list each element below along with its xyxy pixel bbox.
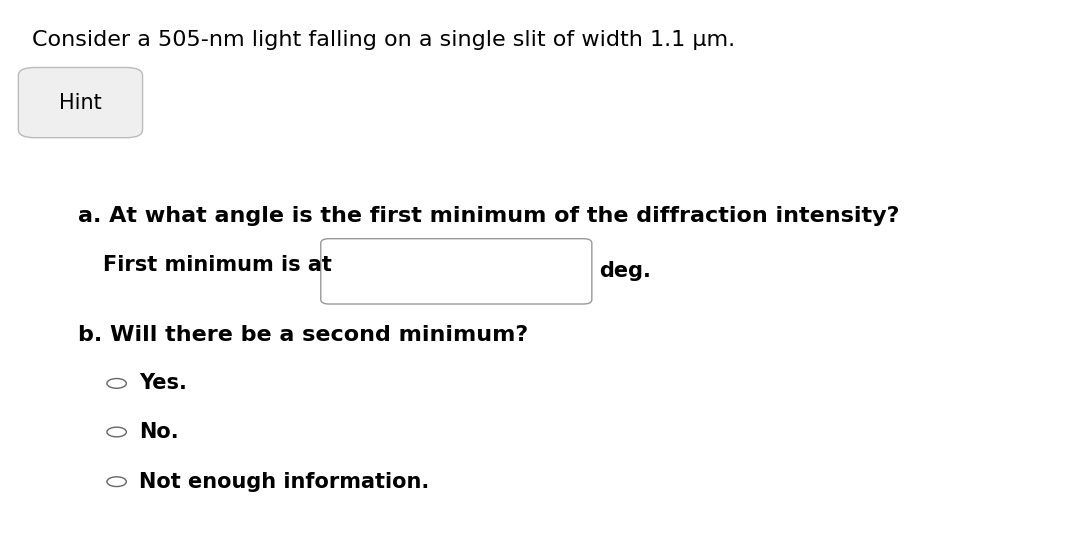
Circle shape (107, 477, 126, 487)
Text: First minimum is at: First minimum is at (103, 254, 332, 275)
Text: No.: No. (139, 422, 179, 442)
Text: Consider a 505-nm light falling on a single slit of width 1.1 μm.: Consider a 505-nm light falling on a sin… (32, 30, 735, 50)
FancyBboxPatch shape (321, 239, 592, 304)
Text: Hint: Hint (59, 92, 102, 113)
Text: deg.: deg. (599, 261, 651, 281)
Circle shape (107, 379, 126, 388)
Text: b. Will there be a second minimum?: b. Will there be a second minimum? (78, 325, 528, 345)
Text: Not enough information.: Not enough information. (139, 471, 430, 492)
Circle shape (107, 427, 126, 437)
Text: Yes.: Yes. (139, 373, 187, 394)
FancyBboxPatch shape (18, 68, 143, 138)
Text: a. At what angle is the first minimum of the diffraction intensity?: a. At what angle is the first minimum of… (78, 206, 900, 226)
